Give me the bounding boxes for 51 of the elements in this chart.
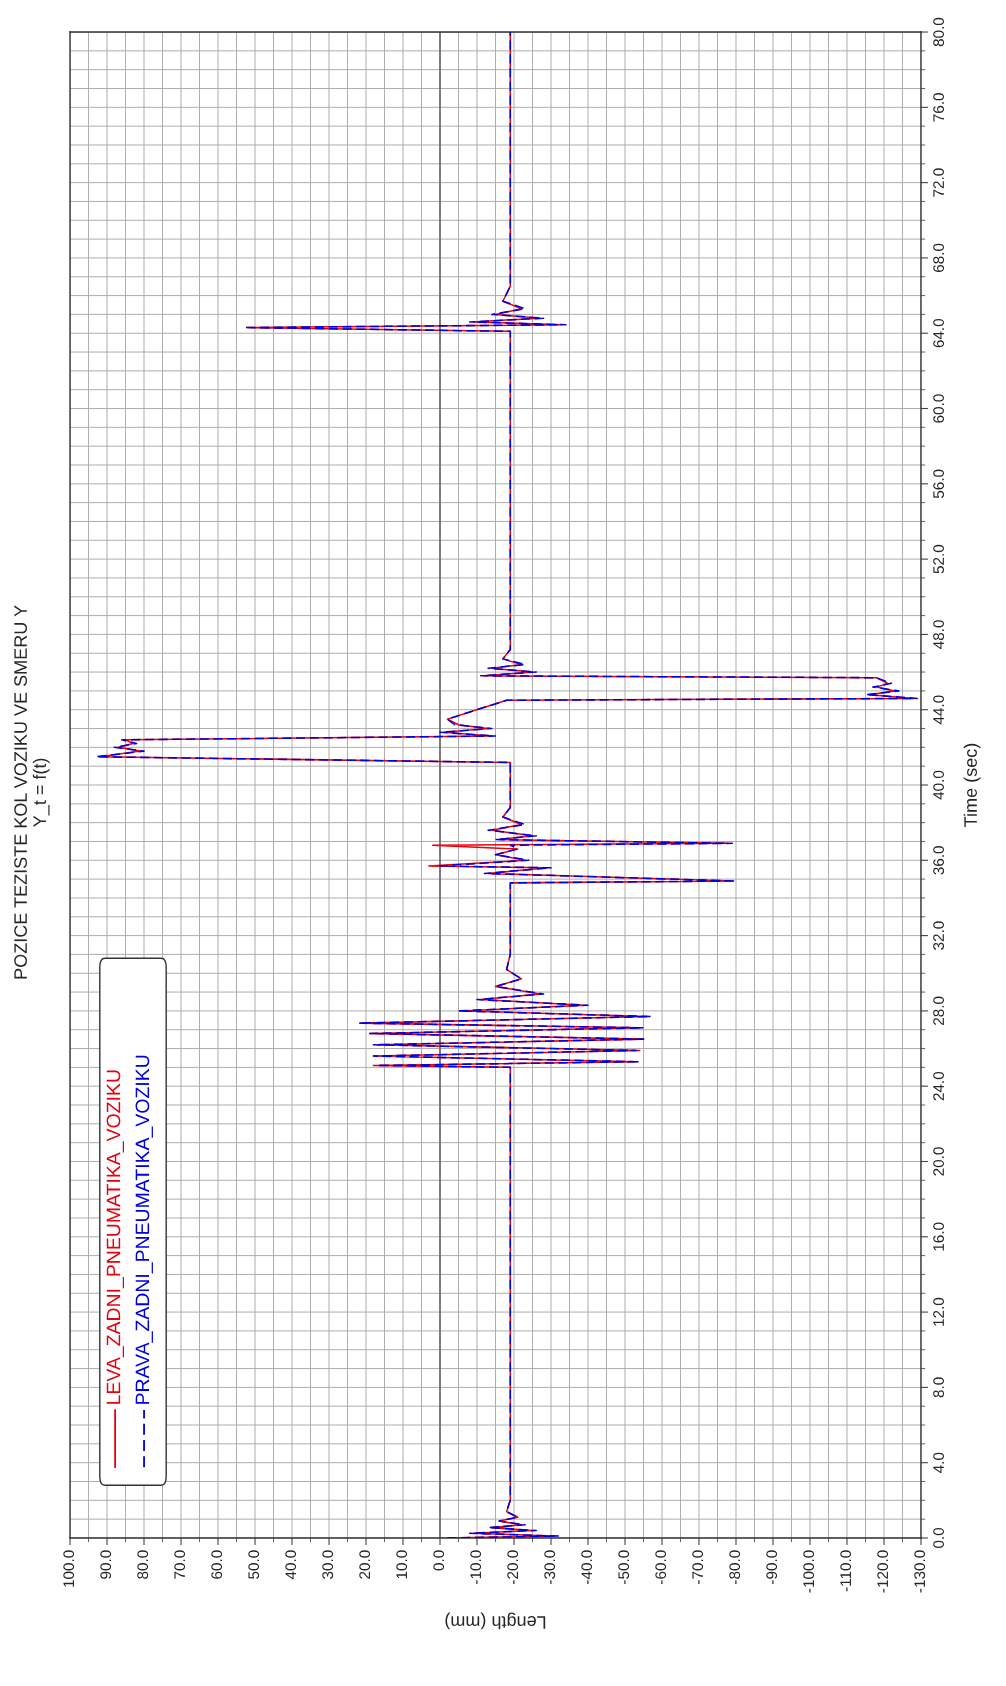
y-tick-label: 60.0 <box>933 394 945 423</box>
x-tick-label: 100.0 <box>63 1550 75 1587</box>
text: LEVA_ZADNI_PNEUMATIKA_VOZIKU <box>106 1070 125 1404</box>
x-axis-title: Length (mm) <box>445 1612 546 1630</box>
y-tick-label: 56.0 <box>933 469 945 499</box>
x-tick-label: -120.0 <box>877 1550 889 1593</box>
y-tick-label: 4.0 <box>933 1452 945 1473</box>
x-tick-label: 80.0 <box>137 1550 149 1579</box>
y-tick-label: 0.0 <box>933 1527 945 1548</box>
y-tick-label: 20.0 <box>933 1147 945 1176</box>
x-tick-label: -90.0 <box>766 1550 778 1584</box>
y-tick-label: 36.0 <box>933 846 945 875</box>
x-tick-label: 30.0 <box>322 1550 334 1579</box>
x-tick-label: -30.0 <box>544 1550 556 1584</box>
y-tick-label: 16.0 <box>933 1222 945 1251</box>
y-tick-label: 76.0 <box>933 93 945 122</box>
x-tick-label: 70.0 <box>174 1550 186 1579</box>
y-tick-label: 72.0 <box>933 168 945 197</box>
x-tick-label: -80.0 <box>729 1550 741 1584</box>
text: PRAVA_ZADNI_PNEUMATIKA_VOZIKU <box>135 1055 153 1404</box>
y-tick-label: 64.0 <box>933 318 945 348</box>
y-tick-label: 68.0 <box>933 243 945 273</box>
y-tick-label: 32.0 <box>933 921 945 950</box>
y-tick-label: 24.0 <box>933 1071 945 1101</box>
y-tick-label: 12.0 <box>933 1297 945 1326</box>
x-tick-label: -100.0 <box>803 1550 815 1593</box>
x-tick-label: -50.0 <box>618 1550 630 1584</box>
y-tick-label: 80.0 <box>933 17 945 47</box>
x-tick-label: 50.0 <box>248 1550 260 1579</box>
x-tick-label: 0.0 <box>433 1550 445 1571</box>
x-tick-label: -130.0 <box>914 1550 926 1593</box>
y-tick-label: 8.0 <box>933 1377 945 1398</box>
x-tick-label: -40.0 <box>581 1550 593 1584</box>
x-tick-label: -20.0 <box>507 1550 519 1584</box>
x-tick-label: 90.0 <box>100 1550 112 1579</box>
y-tick-label: 44.0 <box>933 695 945 725</box>
x-tick-label: -110.0 <box>840 1550 852 1592</box>
x-tick-label: -10.0 <box>470 1550 482 1584</box>
x-tick-label: 20.0 <box>359 1550 371 1579</box>
y-tick-label: 52.0 <box>933 544 945 574</box>
x-tick-label: 40.0 <box>285 1550 297 1580</box>
x-tick-label: 10.0 <box>396 1550 408 1579</box>
x-tick-label: -60.0 <box>655 1550 667 1584</box>
x-tick-label: 60.0 <box>211 1550 223 1579</box>
text: POZICE TEZISTE KOL VOZIKU VE SMERU Y <box>14 605 27 979</box>
y-tick-label: 48.0 <box>933 620 945 649</box>
x-tick-label: -70.0 <box>692 1550 704 1584</box>
text: Y_t = f(t) <box>32 758 50 827</box>
y-tick-label: 40.0 <box>933 770 945 800</box>
y-axis-title: Time (sec) <box>963 743 981 827</box>
y-tick-label: 28.0 <box>933 996 945 1025</box>
